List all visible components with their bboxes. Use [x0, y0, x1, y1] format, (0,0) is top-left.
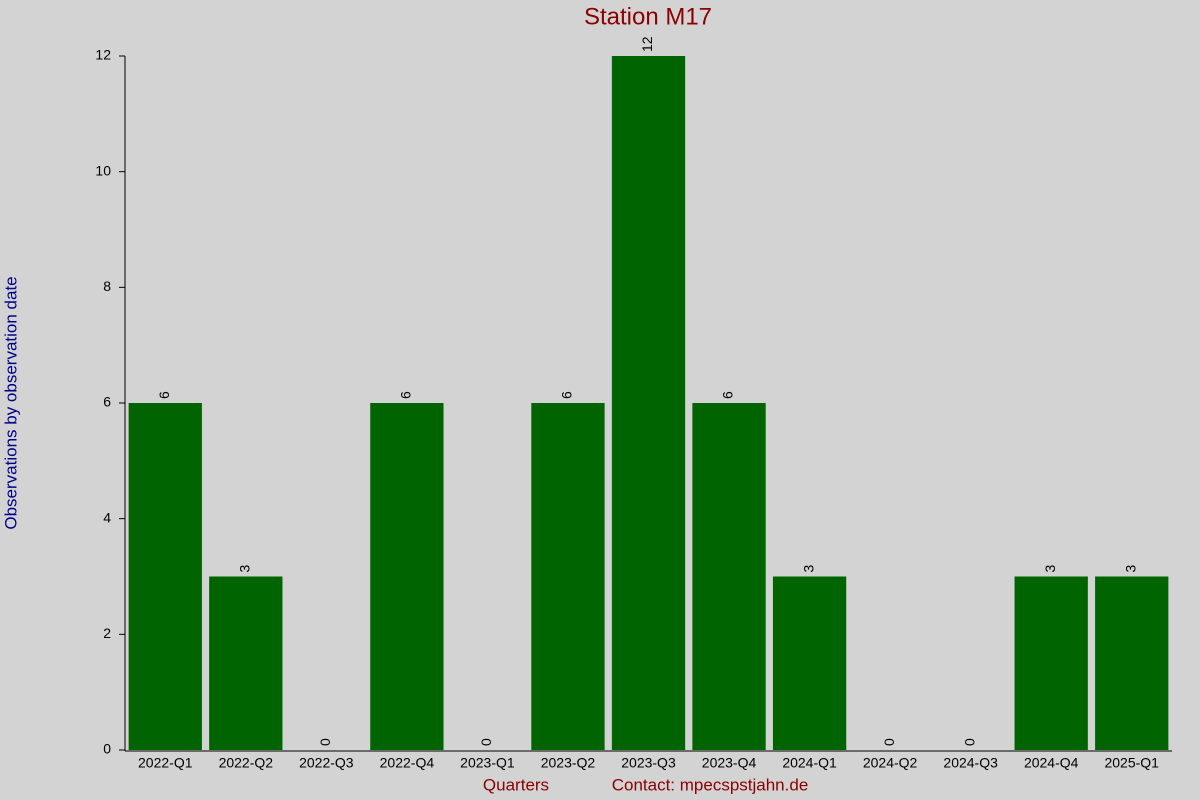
x-tick-label: 2024-Q3 [943, 755, 998, 771]
data-label: 6 [398, 391, 414, 399]
x-tick-label: 2024-Q1 [782, 755, 837, 771]
y-tick-label: 6 [103, 394, 111, 410]
bar [611, 56, 686, 750]
data-label: 0 [961, 738, 977, 746]
y-axis-label: Observations by observation date [1, 276, 20, 529]
data-label: 3 [237, 565, 253, 573]
bar [370, 403, 444, 750]
bar [1014, 576, 1088, 750]
x-tick-label: 2023-Q4 [702, 755, 757, 771]
chart-title: Station M17 [584, 3, 712, 30]
x-tick-label: 2022-Q2 [219, 755, 274, 771]
x-tick-label: 2023-Q3 [621, 755, 676, 771]
data-label: 3 [1042, 565, 1058, 573]
x-axis-label: Quarters [483, 775, 549, 794]
contact: Contact: mpecspstjahn.de [612, 775, 809, 794]
bar [128, 403, 202, 750]
data-label: 6 [156, 391, 172, 399]
x-tick-label: 2023-Q1 [460, 755, 515, 771]
data-label: 0 [478, 738, 494, 746]
x-tick-label: 2024-Q2 [863, 755, 918, 771]
bar [692, 403, 766, 750]
bar [772, 576, 847, 750]
y-tick-label: 10 [95, 162, 111, 178]
x-tick-label: 2022-Q4 [380, 755, 435, 771]
bar [531, 403, 605, 750]
y-tick-label: 0 [103, 741, 111, 757]
data-label: 6 [559, 391, 575, 399]
data-label: 6 [720, 391, 736, 399]
y-tick-label: 12 [95, 47, 111, 63]
data-label: 3 [800, 565, 816, 573]
y-tick-label: 2 [103, 625, 111, 641]
y-tick-label: 8 [103, 278, 111, 294]
y-tick-label: 4 [103, 509, 111, 525]
x-tick-label: 2022-Q3 [299, 755, 354, 771]
data-label: 12 [639, 36, 655, 52]
data-label: 0 [317, 738, 333, 746]
data-label: 0 [881, 738, 897, 746]
bar [1095, 576, 1169, 750]
data-label: 3 [1122, 565, 1138, 573]
x-tick-label: 2022-Q1 [138, 755, 193, 771]
bar [209, 576, 283, 750]
x-tick-label: 2025-Q1 [1104, 755, 1159, 771]
x-tick-label: 2023-Q2 [541, 755, 596, 771]
x-tick-label: 2024-Q4 [1024, 755, 1079, 771]
